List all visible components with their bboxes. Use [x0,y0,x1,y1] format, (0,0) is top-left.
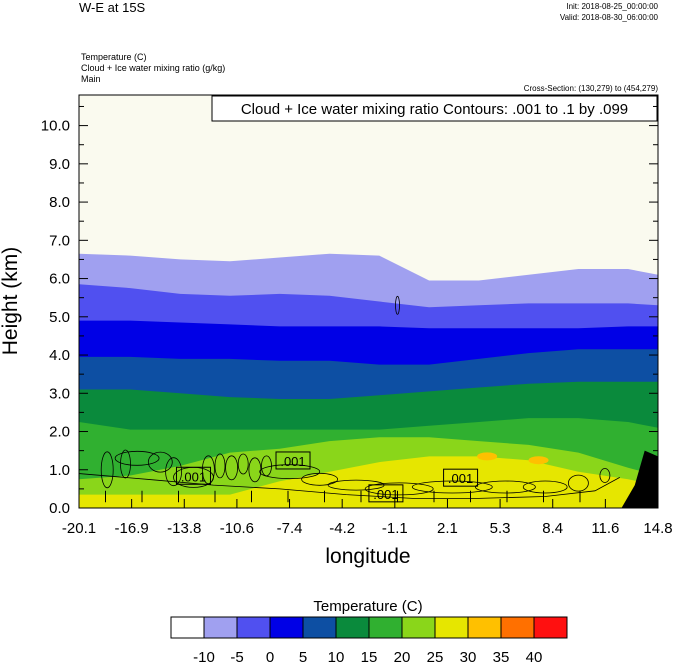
contour-line [301,472,339,486]
colorbar-swatch [269,616,304,639]
x-tick-label: -16.9 [115,520,149,537]
contour-line [100,451,114,489]
colorbar-swatch [368,616,403,639]
plot-area [79,95,658,508]
y-tick-label: 0.0 [49,500,70,517]
y-tick-label: 4.0 [49,347,70,364]
terrain-shape [621,450,658,508]
x-tick-label: -1.1 [382,520,408,537]
colorbar-swatch [434,616,469,639]
x-tick-label: 5.3 [490,520,511,537]
colorbar: -10 -5 0 5 10 15 20 25 30 35 40 [170,616,568,666]
y-tick-label: 10.0 [41,118,70,135]
colorbar-label: 35 [493,649,510,666]
x-tick-label: 14.8 [643,520,672,537]
contour-info-text: Cloud + Ice water mixing ratio Contours:… [241,101,628,118]
contour-info-box [211,95,658,122]
contour-label-box [368,484,404,503]
contour-line [225,455,239,481]
y-tick-label: 6.0 [49,271,70,288]
warm-patches [477,452,549,465]
colorbar-swatch [236,616,271,639]
contour-label: .001 [373,487,398,502]
colorbar-label: 0 [266,649,274,666]
x-tick-label: 11.6 [591,520,619,537]
contour-line [214,453,226,479]
colorbar-label: 25 [427,649,444,666]
plot-title: W-E at 15S [79,0,146,15]
colorbar-swatch [533,616,568,639]
cloud-contours [79,295,620,503]
valid-time: Valid: 2018-08-30_06:00:00 [560,13,659,22]
contour-line [79,473,620,499]
field-main-label: Main [81,74,101,84]
colorbar-swatch [203,616,238,639]
init-time: Init: 2018-08-25_00:00:00 [566,2,658,11]
contour-labels: .001 .001 .001 .001 [175,451,479,503]
contour-line [147,451,173,473]
y-tick-label: 1.0 [49,462,70,479]
warm-patch [477,452,498,461]
colorbar-swatch [467,616,502,639]
contour-label: .001 [280,454,305,469]
colorbar-label: 20 [394,649,411,666]
contour-label: .001 [181,469,206,484]
contour-line [259,464,321,480]
colorbar-label: -10 [193,649,215,666]
field-cloud-label: Cloud + Ice water mixing ratio (g/kg) [81,63,225,73]
x-tick-label: -7.4 [277,520,303,537]
colorbar-label: 10 [328,649,345,666]
colorbar-swatch [401,616,436,639]
colorbar-swatch [335,616,370,639]
cross-section-info: Cross-Section: (130,279) to (454,279) [524,84,659,93]
colorbar-label: -5 [230,649,243,666]
colorbar-label: 5 [299,649,307,666]
contour-line [474,480,536,494]
y-axis-title: Height (km) [0,247,22,356]
y-tick-label: 2.0 [49,424,70,441]
x-axis: -20.1 -16.9 -13.8 -10.6 -7.4 -4.2 -1.1 2.1 5.3 8.… [62,499,673,537]
x-tick-label: -10.6 [220,520,254,537]
y-tick-label: 8.0 [49,194,70,211]
x-tick-label: 8.4 [542,520,563,537]
colorbar-label: 15 [361,649,378,666]
contour-label-box [275,451,311,470]
contour-label: .001 [448,471,473,486]
y-tick-label: 7.0 [49,232,70,249]
colorbar-title: Temperature (C) [313,598,422,615]
contour-line [411,480,493,494]
y-tick-label: 9.0 [49,156,70,173]
contour-label-box [175,466,211,485]
field-temperature-label: Temperature (C) [81,52,147,62]
contour-line [114,450,160,466]
x-tick-label: -13.8 [167,520,201,537]
contour-label-box [443,468,479,487]
colorbar-label: 40 [526,649,543,666]
contour-line [165,457,183,487]
contour-line [599,468,611,483]
plot-frame [78,94,659,509]
y-axis: 0.0 1.0 2.0 3.0 4.0 5.0 6.0 7.0 8.0 9.0 10.0 [41,105,658,517]
temperature-band-25 [79,456,658,508]
x-axis-title: longitude [325,545,410,568]
colorbar-swatch [302,616,337,639]
warm-patch [528,456,549,465]
x-tick-label: -20.1 [62,520,96,537]
colorbar-swatch [500,616,535,639]
colorbar-label: 30 [460,649,477,666]
colorbar-swatch [170,616,205,639]
y-tick-label: 5.0 [49,309,70,326]
y-tick-label: 3.0 [49,385,70,402]
contour-line [568,474,589,492]
x-tick-label: -4.2 [329,520,355,537]
contour-line [522,480,568,494]
contour-line [395,295,400,315]
contour-line [364,482,434,496]
contour-line [120,449,131,479]
contour-line [237,453,249,475]
terrain [621,450,658,508]
x-tick-label: 2.1 [437,520,458,537]
